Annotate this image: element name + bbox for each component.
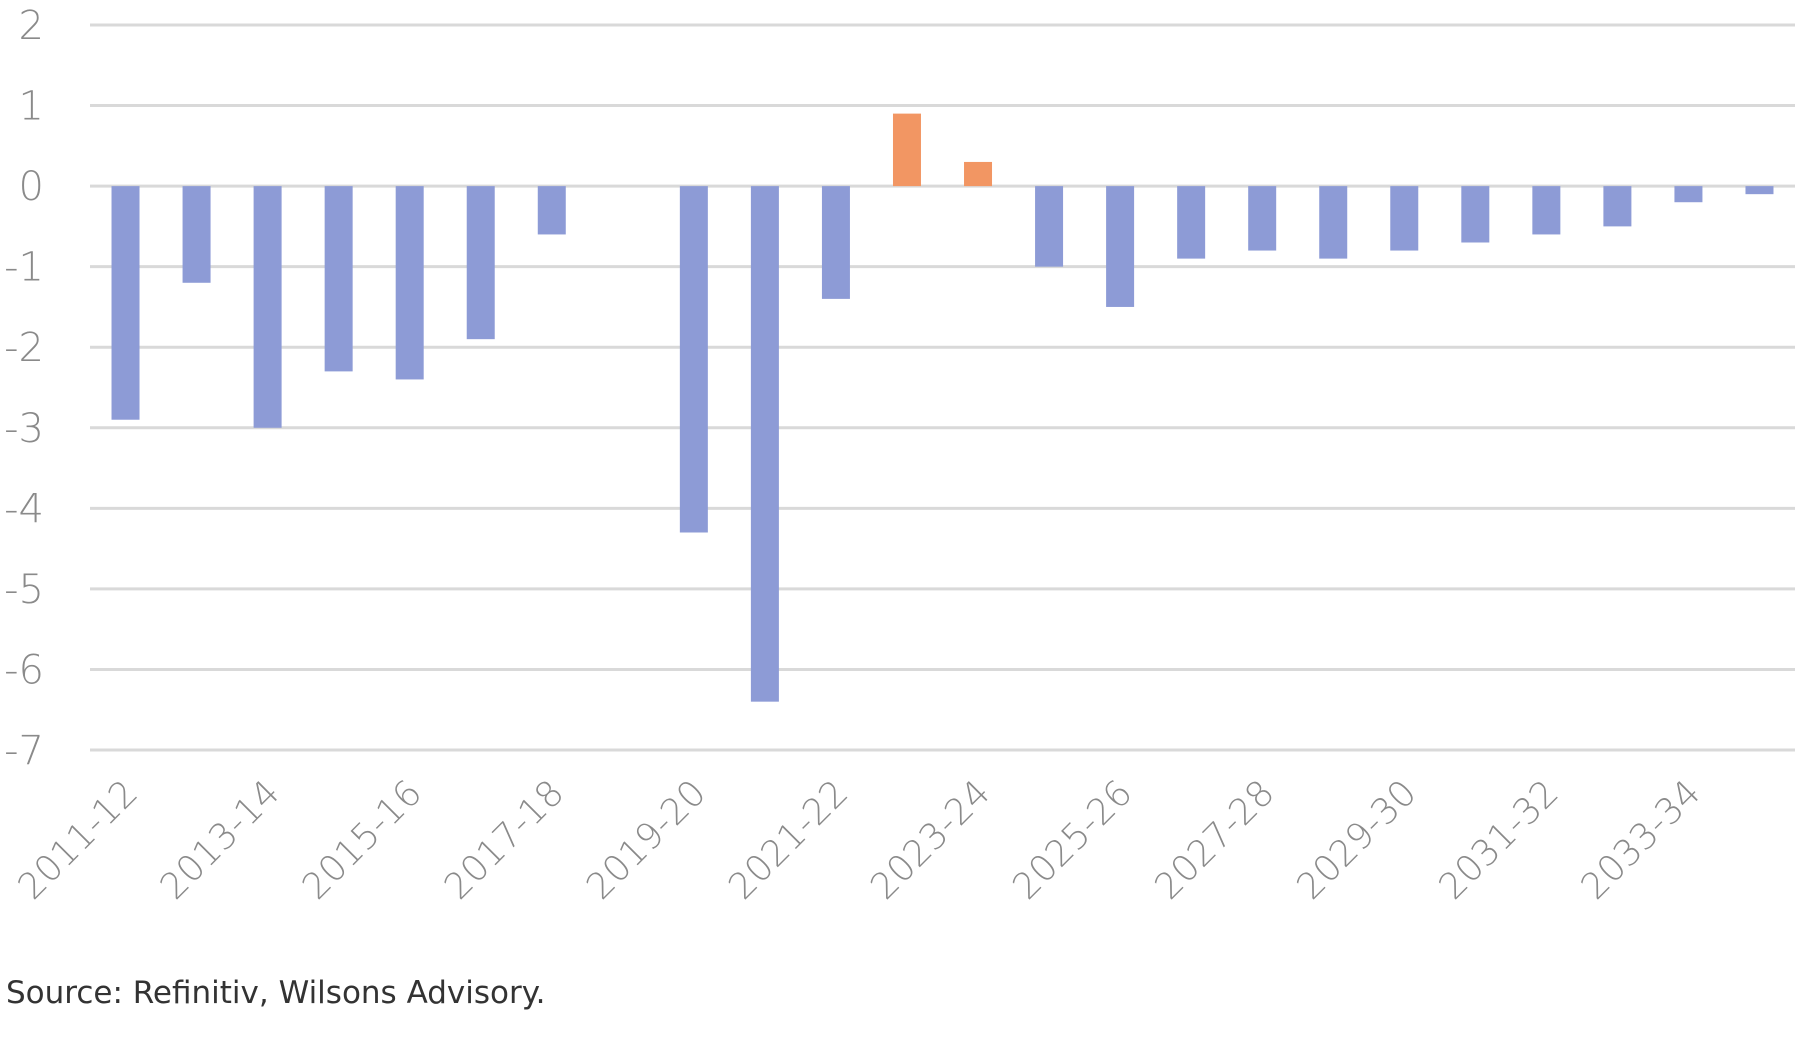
bar-2025-26 <box>1106 186 1135 307</box>
bar-2027-28 <box>1248 186 1277 251</box>
x-axis-ticks: 2011-12 2013-14 2015-16 2017-18 2019-20 2021-… <box>11 772 1709 907</box>
bar-2034-35 <box>1745 186 1774 195</box>
y-tick-label: -7 <box>4 728 44 774</box>
bar-2012-13 <box>182 186 211 283</box>
x-tick-label: 2011-12 <box>11 772 146 907</box>
y-tick-label: -5 <box>4 567 44 613</box>
bar-2030-31 <box>1461 186 1490 243</box>
x-tick-label: 2023-24 <box>863 772 998 907</box>
x-tick-label: 2029-30 <box>1289 772 1424 907</box>
bar-2024-25 <box>1035 186 1064 267</box>
bar-2020-21 <box>750 186 779 702</box>
bar-2021-22 <box>821 186 850 299</box>
bar-2033-34 <box>1674 186 1703 203</box>
x-tick-label: 2019-20 <box>579 772 714 907</box>
bar-2022-23 <box>892 113 921 187</box>
y-tick-label: 1 <box>19 84 44 130</box>
y-tick-label: -3 <box>4 406 44 452</box>
y-tick-label: -6 <box>4 647 44 693</box>
x-tick-label: 2021-22 <box>721 772 856 907</box>
x-tick-label: 2027-28 <box>1147 772 1282 907</box>
x-tick-label: 2017-18 <box>437 772 572 907</box>
y-axis-ticks: 2 1 0 -1 -2 -3 -4 -5 -6 -7 <box>4 3 44 774</box>
y-tick-label: -2 <box>4 325 44 371</box>
x-tick-label: 2033-34 <box>1573 772 1708 907</box>
bar-2014-15 <box>324 186 353 372</box>
x-tick-label: 2013-14 <box>153 772 288 907</box>
y-tick-label: 2 <box>19 3 44 49</box>
bar-2032-33 <box>1603 186 1632 227</box>
bar-2031-32 <box>1532 186 1561 235</box>
x-tick-label: 2015-16 <box>295 772 430 907</box>
bars <box>111 113 1774 702</box>
y-tick-label: 0 <box>19 164 44 210</box>
gridlines <box>90 23 1795 752</box>
bar-2029-30 <box>1390 186 1419 251</box>
x-tick-label: 2025-26 <box>1005 772 1140 907</box>
bar-2019-20 <box>679 186 708 533</box>
bar-2017-18 <box>537 186 566 235</box>
x-tick-label: 2031-32 <box>1431 772 1566 907</box>
bar-2026-27 <box>1177 186 1206 259</box>
y-tick-label: -1 <box>4 245 44 291</box>
y-tick-label: -4 <box>4 486 44 532</box>
bar-2016-17 <box>466 186 495 340</box>
bar-2023-24 <box>964 161 993 187</box>
bar-2013-14 <box>253 186 282 428</box>
bar-2015-16 <box>395 186 424 380</box>
bar-2011-12 <box>111 186 140 420</box>
bar-2028-29 <box>1319 186 1348 259</box>
source-note: Source: Refinitiv, Wilsons Advisory. <box>6 975 546 1011</box>
